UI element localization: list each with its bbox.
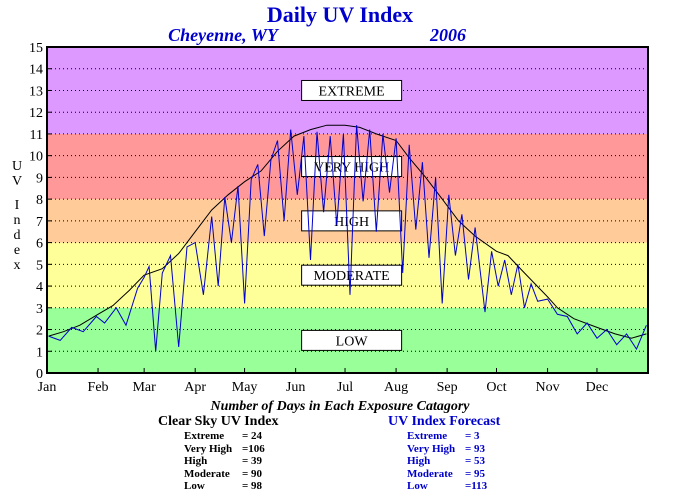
clear-sky-title: Clear Sky UV Index (158, 414, 279, 429)
category-label: EXTREME (319, 84, 385, 99)
stat-value: = 53 (465, 455, 486, 467)
clear-sky-stats: Clear Sky UV Index Extreme = 24 Very High… (158, 414, 278, 493)
x-tick-label: Dec (586, 380, 609, 395)
category-label-box (301, 329, 403, 351)
category-label: MODERATE (313, 269, 389, 284)
clear-sky-row: Moderate = 90 (158, 468, 278, 481)
y-tick-label: 9 (36, 171, 43, 186)
stat-label: High (407, 455, 431, 467)
exposure-days-subtitle: Number of Days in Each Exposure Catagory (210, 399, 470, 414)
stat-value: = 98 (242, 480, 263, 492)
y-tick-label: 6 (36, 237, 43, 252)
stat-label: Very High (407, 442, 456, 455)
clear-sky-row: Low = 98 (158, 480, 278, 493)
x-tick-label: Jun (286, 380, 305, 395)
uv-series-line (48, 125, 647, 352)
forecast-row: Very High = 93 (388, 443, 500, 456)
stat-label: Moderate (407, 467, 453, 480)
chart-location: Cheyenne, WY (168, 25, 280, 45)
x-tick-label: Oct (486, 380, 506, 395)
y-tick-label: 8 (36, 193, 43, 208)
x-tick-label: Apr (184, 380, 206, 395)
x-tick-label: Jan (38, 380, 57, 395)
category-label: VERY HIGH (314, 161, 389, 176)
clear-sky-row: Extreme = 24 (158, 430, 278, 443)
y-tick-label: 7 (36, 215, 43, 230)
y-tick-label: 1 (36, 345, 43, 360)
y-tick-label: 5 (36, 258, 43, 273)
stat-value: =113 (465, 480, 488, 492)
y-tick-label: 2 (36, 324, 43, 339)
category-label-box (301, 156, 403, 178)
stat-label: Low (407, 480, 428, 492)
x-tick-label: Sep (437, 380, 458, 395)
category-label: LOW (336, 334, 369, 349)
stat-value: = 93 (465, 442, 486, 455)
y-tick-label: 14 (29, 63, 43, 78)
stat-label: Low (184, 480, 205, 492)
forecast-row: Low =113 (388, 480, 500, 493)
stat-label: Extreme (184, 430, 225, 442)
forecast-row: High = 53 (388, 455, 500, 468)
x-tick-label: Aug (384, 380, 408, 395)
x-tick-label: Feb (88, 380, 109, 395)
x-tick-label: May (232, 380, 258, 395)
y-tick-label: 4 (36, 280, 43, 295)
stat-value: =106 (242, 442, 265, 455)
stat-value: = 24 (242, 430, 263, 442)
forecast-stats: UV Index Forecast Extreme = 3 Very High = … (388, 414, 500, 493)
clear-sky-row: High = 39 (158, 455, 278, 468)
x-tick-label: Nov (535, 380, 559, 395)
forecast-row: Moderate = 95 (388, 468, 500, 481)
x-tick-label: Jul (337, 380, 353, 395)
stat-label: Moderate (184, 467, 230, 480)
y-tick-label: 11 (30, 128, 43, 143)
y-tick-label: 15 (29, 41, 43, 56)
stat-value: = 95 (465, 467, 486, 480)
chart-year: 2006 (429, 25, 466, 45)
forecast-title: UV Index Forecast (388, 414, 501, 429)
stat-label: High (184, 455, 208, 467)
stat-label: Extreme (407, 430, 448, 442)
plot-frame (46, 46, 649, 374)
y-tick-label: 13 (29, 84, 43, 99)
category-label-box (301, 79, 403, 101)
x-tick-label: Mar (132, 380, 156, 395)
y-tick-label: 12 (29, 106, 43, 121)
uv-series-line (48, 124, 647, 339)
y-tick-label: 10 (29, 150, 43, 165)
y-tick-label: 0 (36, 367, 43, 382)
chart-title: Daily UV Index (267, 2, 413, 27)
stat-value: = 3 (465, 430, 480, 442)
stat-label: Very High (184, 442, 233, 455)
stat-value: = 90 (242, 467, 263, 480)
clear-sky-row: Very High =106 (158, 443, 278, 456)
category-label: HIGH (334, 215, 369, 230)
y-tick-label: 3 (36, 302, 43, 317)
forecast-row: Extreme = 3 (388, 430, 500, 443)
stat-value: = 39 (242, 455, 263, 467)
